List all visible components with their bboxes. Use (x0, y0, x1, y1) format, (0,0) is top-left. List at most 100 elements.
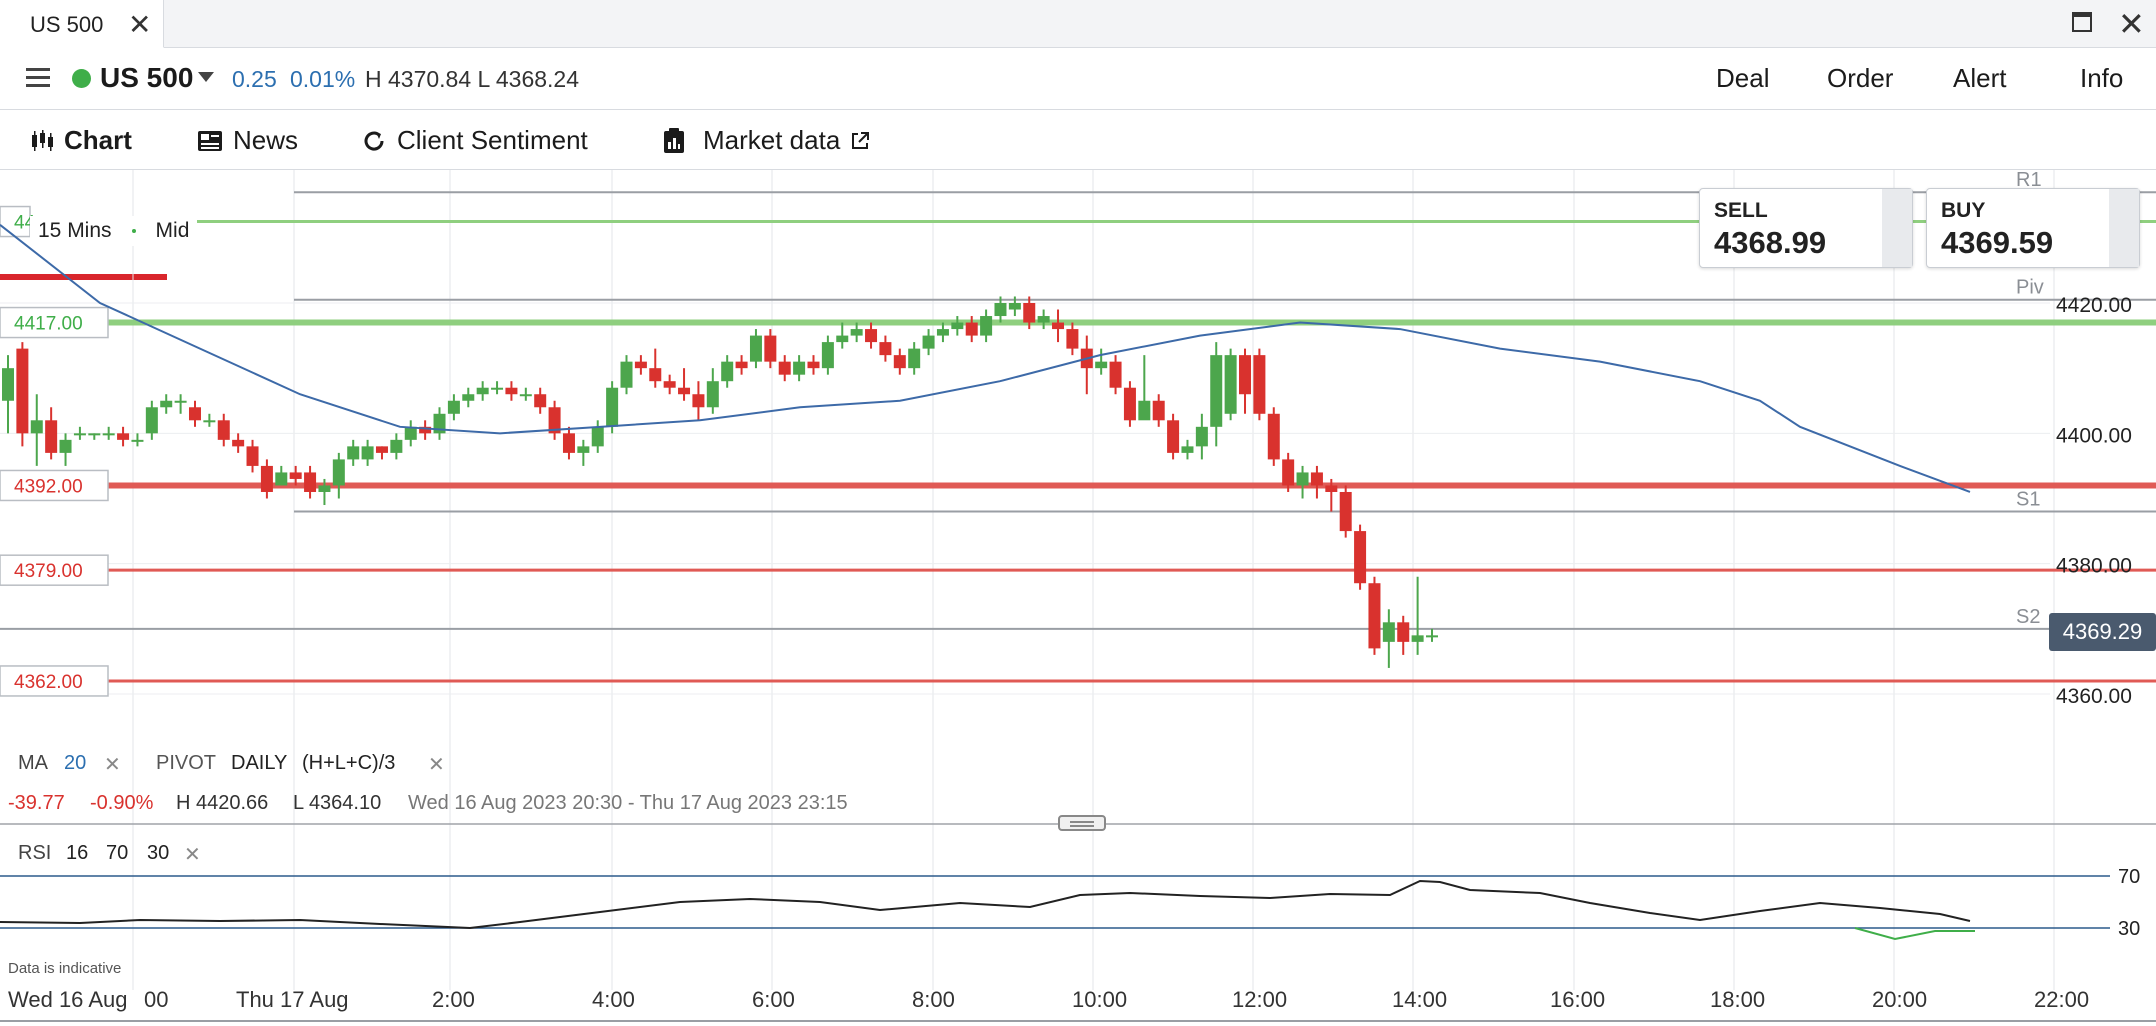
candle-body (45, 420, 58, 453)
candle (1282, 452, 1295, 492)
candle-body (1066, 329, 1079, 349)
candle-body (16, 348, 29, 434)
candle (16, 342, 29, 447)
candle (1267, 407, 1280, 466)
time-axis-label: 16:00 (1550, 987, 1606, 1012)
order-button[interactable]: Order (1827, 63, 1894, 93)
pane-resize-handle[interactable] (1058, 815, 1106, 831)
info-button[interactable]: Info (2080, 63, 2124, 93)
level-tag-text: 4362.00 (14, 672, 83, 693)
candle (347, 439, 360, 466)
candle-body (663, 381, 676, 388)
rsi-axis-label: 70 (2118, 866, 2140, 888)
candle-body (922, 335, 935, 349)
candle-body (1397, 622, 1410, 642)
price-chart[interactable]: R1PivS1S2444417.004392.004379.004362.004… (0, 170, 2156, 1026)
candle (1023, 296, 1036, 330)
candle (404, 420, 417, 447)
candle-body (1008, 303, 1021, 310)
candle-body (1354, 531, 1367, 584)
candle-body (1282, 459, 1295, 486)
candle (965, 316, 978, 343)
instrument-name[interactable]: US 500 (100, 62, 194, 93)
time-axis-label: 22:00 (2034, 987, 2090, 1012)
remove-rsi-icon[interactable]: ✕ (184, 844, 201, 866)
candle (936, 322, 949, 343)
chevron-down-icon[interactable] (198, 72, 214, 82)
candle-body (548, 407, 561, 434)
candle (318, 478, 331, 506)
candle-body (476, 387, 489, 395)
menu-icon[interactable] (26, 68, 50, 88)
candle-body (289, 472, 302, 479)
candle (1368, 576, 1381, 655)
interval-selector[interactable]: 15 Mins (38, 219, 112, 242)
candle-body (88, 433, 101, 436)
time-axis-label: 00 (144, 987, 169, 1012)
candle-body (908, 348, 921, 369)
ma-period[interactable]: 20 (64, 752, 87, 774)
candle (1138, 355, 1151, 421)
time-axis-label: 2:00 (432, 987, 475, 1012)
pivot-period[interactable]: DAILY (231, 752, 288, 774)
rsi-lower[interactable]: 30 (147, 842, 170, 864)
moving-average-line (0, 224, 1971, 493)
candle (807, 355, 820, 375)
candle-body (1296, 472, 1309, 486)
deal-button[interactable]: Deal (1716, 63, 1770, 93)
candle (332, 452, 345, 499)
candle-body (721, 361, 734, 382)
candle-body (821, 342, 834, 369)
candle-body (994, 303, 1007, 317)
rsi-upper[interactable]: 70 (106, 842, 129, 864)
candle-body (1023, 303, 1036, 323)
alert-button[interactable]: Alert (1953, 63, 2007, 93)
price-type-dot (131, 229, 136, 233)
remove-ma-icon[interactable]: ✕ (104, 754, 121, 776)
candle (462, 387, 475, 408)
candle (246, 439, 259, 473)
rsi-period[interactable]: 16 (66, 842, 89, 864)
candle-body (1239, 355, 1252, 395)
data-indicative-note: Data is indicative (8, 960, 122, 977)
candle-body (160, 400, 173, 408)
candle (778, 355, 791, 382)
candle (131, 433, 144, 447)
candle-body (591, 426, 604, 447)
candle (562, 426, 575, 460)
time-axis-label: 18:00 (1710, 987, 1766, 1012)
candle-body (304, 472, 317, 492)
candle-body (836, 335, 849, 343)
candle (836, 322, 849, 349)
candle-body (692, 394, 705, 408)
candle (217, 413, 230, 447)
candle-body (706, 381, 719, 408)
candle (88, 433, 101, 440)
tab-client-sentiment[interactable]: Client Sentiment (361, 125, 588, 156)
buy-button[interactable]: BUY 4369.59 (1926, 188, 2140, 268)
tab-market-data[interactable]: Market data (663, 125, 870, 156)
window-tab[interactable]: US 500 ✕ (0, 0, 164, 48)
sell-button[interactable]: SELL 4368.99 (1699, 188, 1913, 268)
remove-pivot-icon[interactable]: ✕ (428, 754, 445, 776)
close-tab-icon[interactable]: ✕ (128, 9, 152, 40)
candle-body (1123, 387, 1136, 421)
instrument-header: US 500 0.25 0.01% H 4370.84 L 4368.24 De… (0, 48, 2156, 110)
price-axis-label: 4360.00 (2056, 685, 2132, 708)
close-window-icon[interactable]: ✕ (2118, 6, 2145, 42)
candle-body (174, 400, 187, 403)
pivot-formula: (H+L+C)/3 (302, 752, 396, 774)
time-axis-label: 14:00 (1392, 987, 1448, 1012)
external-link-icon[interactable] (850, 131, 870, 151)
candle (188, 400, 201, 427)
time-axis-label: 10:00 (1072, 987, 1128, 1012)
maximize-icon[interactable] (2072, 12, 2092, 32)
candle-body (1037, 316, 1050, 323)
level-price-tag: 4392.00 (0, 469, 109, 502)
price-type-selector[interactable]: Mid (155, 219, 190, 242)
tab-chart[interactable]: Chart (30, 125, 132, 156)
candle-body (1267, 413, 1280, 460)
time-axis-label: 6:00 (752, 987, 795, 1012)
tab-news[interactable]: News (197, 125, 298, 156)
candle (2, 355, 14, 434)
